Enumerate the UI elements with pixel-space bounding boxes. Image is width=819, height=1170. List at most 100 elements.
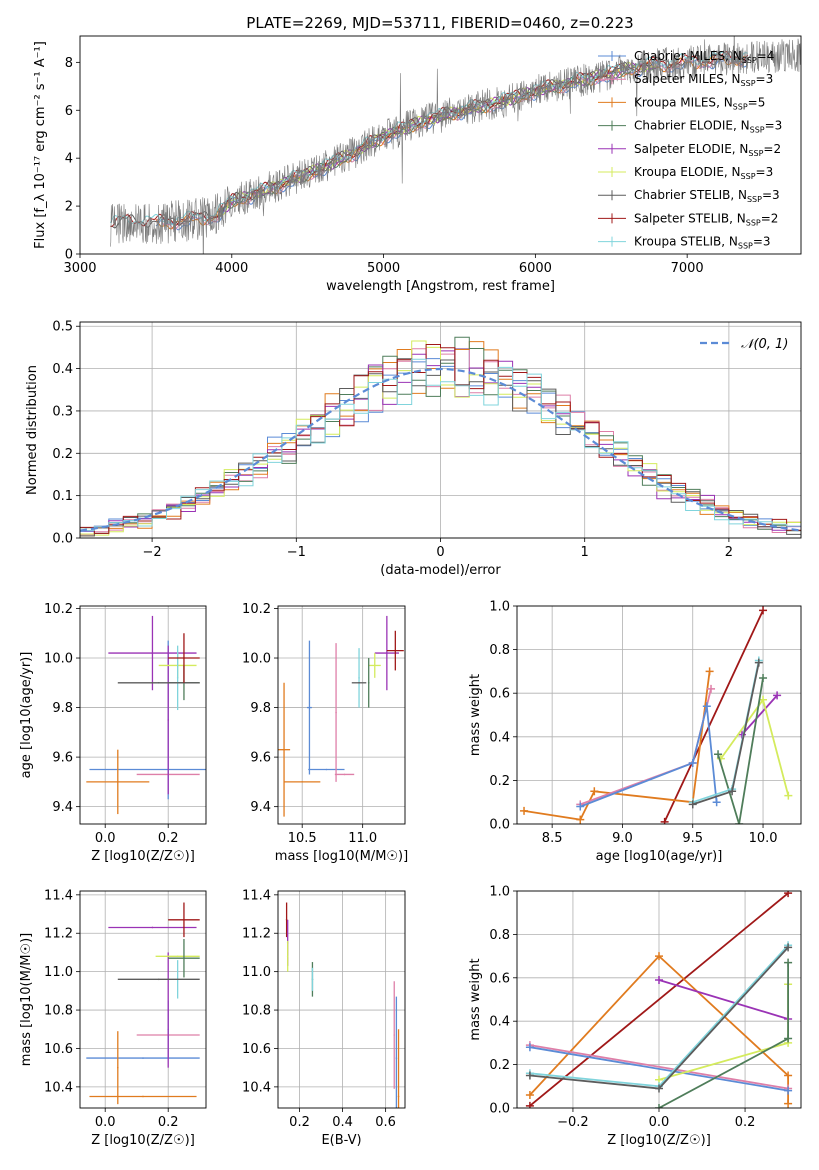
weight-marker (525, 1043, 534, 1052)
legend-nssp-label: , N (721, 235, 738, 249)
residual-histogram (80, 358, 801, 537)
weight-marker (759, 673, 768, 682)
weight-series-line (579, 688, 712, 806)
data-point (358, 681, 360, 684)
y-tick-label: 10.0 (242, 652, 271, 667)
x-tick-label: 2 (725, 545, 733, 560)
legend-nssp-value: 3 (763, 235, 771, 249)
y-tick-label: 1.0 (489, 600, 510, 615)
x-tick-label: 0.2 (158, 1115, 179, 1130)
data-point (386, 652, 388, 654)
x-tick-label: 7000 (671, 261, 704, 276)
data-point (358, 677, 360, 679)
normal-reference-curve (80, 367, 801, 532)
legend-entry: Kroupa ELODIE, NSSP=3 (634, 165, 773, 181)
y-tick-label: 0.4 (489, 730, 510, 745)
legend-nssp-label: , N (729, 211, 746, 225)
axes-frame (277, 890, 406, 1109)
x-tick-label: 11.0 (348, 831, 377, 846)
panel-age_vs_mass: 10.5 11.0 9.4 9.6 9.8 10.0 10.2 mass [log10(M/M… (242, 602, 408, 864)
legend-nssp-subscript: SSP (738, 242, 753, 251)
data-point (183, 657, 185, 659)
observed-spectrum-line (110, 36, 801, 254)
data-point (176, 677, 179, 679)
legend-nssp-subscript: SSP (741, 79, 756, 88)
weight-marker (702, 702, 711, 711)
y-tick-label: 0.0 (489, 1102, 510, 1117)
data-point (373, 664, 376, 667)
weight-marker (784, 958, 793, 967)
x-tick-label: −0.2 (557, 1115, 589, 1130)
y-tick-label: 11.4 (44, 888, 73, 903)
x-tick-label: 9.0 (612, 831, 633, 846)
y-tick-label: 9.6 (250, 751, 271, 766)
x-tick-label: 9.5 (682, 831, 703, 846)
data-point (343, 773, 346, 776)
weight-marker (784, 1099, 793, 1108)
x-tick-label: 3000 (63, 261, 96, 276)
x-tick-label: 10.5 (288, 831, 317, 846)
y-axis-label: age [log10(age/yr)] (19, 652, 34, 779)
legend-nssp-subscript: SSP (748, 149, 763, 158)
y-tick-label: 11.0 (242, 965, 271, 980)
plot-area (525, 891, 793, 1108)
weight-marker (784, 791, 793, 800)
legend-entry: Salpeter MILES, NSSP=3 (634, 72, 773, 88)
data-point (142, 1057, 144, 1059)
y-tick-label: 11.4 (242, 888, 271, 903)
y-tick-label: 0.4 (52, 362, 73, 377)
legend-equals: = (761, 211, 771, 225)
x-tick-label: 0 (436, 545, 444, 560)
plot-area (109, 36, 801, 254)
plot-area (86, 615, 206, 815)
weight-marker (784, 1034, 793, 1043)
axes-frame (79, 890, 207, 1109)
weight-marker (784, 1071, 793, 1080)
y-tick-label: 0.0 (489, 818, 510, 833)
legend-series-name: Kroupa STELIB (634, 235, 721, 249)
panel-residuals: −2 −1 0 1 2 0.0 0.1 0.2 0.3 0.4 0.5 (data-model)/er… (25, 320, 802, 578)
data-point (167, 719, 169, 721)
legend-nssp-subscript: SSP (750, 126, 765, 135)
y-tick-label: 8 (65, 56, 73, 71)
legend-entry: Chabrier ELODIE, NSSP=3 (634, 119, 782, 135)
weight-series-line (579, 706, 718, 808)
legend-nssp-label: , N (733, 119, 750, 133)
panel-weight_vs_Z: −0.2 0.0 0.2 0.0 0.2 0.4 0.6 0.8 1.0 Z [log10(Z/Z… (468, 885, 802, 1148)
x-axis-label: Z [log10(Z/Z☉)] (91, 849, 195, 864)
x-tick-label: 1 (581, 545, 589, 560)
y-tick-label: 0.5 (52, 320, 73, 335)
x-tick-label: 0.0 (649, 1115, 670, 1130)
weight-marker (712, 798, 721, 807)
data-point (367, 681, 370, 684)
weight-series-line (529, 892, 789, 1107)
weight-marker (655, 1104, 663, 1108)
weight-marker (576, 815, 585, 824)
legend-nssp-label: , N (724, 72, 741, 86)
weight-marker (714, 750, 723, 759)
panel-mass_vs_ebv: 0.2 0.4 0.6 10.4 10.6 10.8 11.0 11.2 11.4 E(B-V) (242, 888, 406, 1148)
data-point (183, 919, 185, 921)
weight-marker (759, 695, 768, 704)
legend-entry: Kroupa STELIB, NSSP=3 (634, 235, 771, 251)
data-point (117, 1066, 119, 1069)
y-tick-label: 0.2 (52, 447, 73, 462)
legend-equals: = (753, 235, 763, 249)
data-point (286, 955, 289, 958)
y-tick-label: 0.6 (489, 687, 510, 702)
legend-equals: = (763, 142, 773, 156)
weight-series-line (658, 979, 789, 1020)
y-axis-label: mass weight (468, 674, 483, 756)
y-tick-label: 11.2 (44, 927, 73, 942)
axes-frame (516, 890, 802, 1109)
data-point (394, 649, 397, 652)
plot-area (520, 606, 793, 824)
y-tick-label: 0.8 (489, 643, 510, 658)
legend-series-name: Salpeter ELODIE (634, 142, 732, 156)
y-tick-label: 0.3 (52, 404, 73, 419)
data-point (395, 1057, 398, 1059)
weight-marker (773, 691, 782, 700)
legend-series-name: Chabrier ELODIE (634, 119, 733, 133)
x-tick-label: 8.5 (542, 831, 563, 846)
